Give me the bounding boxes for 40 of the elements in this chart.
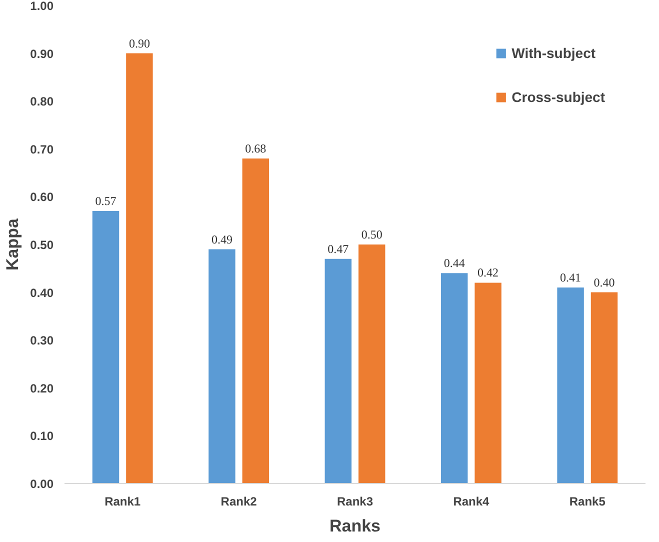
legend-label: With-subject bbox=[512, 45, 596, 61]
data-label: 0.40 bbox=[594, 275, 615, 290]
y-tick-label: 0.30 bbox=[30, 334, 54, 348]
y-tick-label: 0.60 bbox=[30, 190, 54, 204]
data-label: 0.42 bbox=[478, 266, 499, 280]
data-label: 0.47 bbox=[328, 242, 349, 256]
y-tick-label: 0.10 bbox=[30, 429, 54, 444]
x-tick-label: Rank5 bbox=[569, 494, 606, 508]
legend-label: Cross-subject bbox=[512, 89, 605, 105]
y-tick-label: 0.90 bbox=[30, 46, 54, 61]
bar bbox=[590, 292, 618, 484]
data-label: 0.44 bbox=[444, 256, 465, 270]
x-tick-label: Rank3 bbox=[336, 494, 374, 508]
y-tick-label: 1.00 bbox=[30, 0, 54, 13]
bar bbox=[557, 288, 584, 484]
bar bbox=[474, 282, 502, 484]
data-label: 0.41 bbox=[560, 270, 582, 285]
bar bbox=[92, 211, 120, 484]
data-label: 0.68 bbox=[245, 141, 266, 156]
y-axis-title: Kappa bbox=[3, 218, 22, 270]
y-tick-label: 0.70 bbox=[30, 142, 54, 156]
data-label: 0.50 bbox=[361, 228, 382, 242]
y-tick-label: 0.50 bbox=[30, 238, 54, 252]
bar bbox=[440, 273, 468, 484]
bar bbox=[208, 249, 236, 484]
bar bbox=[242, 158, 270, 484]
x-axis-title: Ranks bbox=[329, 516, 381, 536]
data-label: 0.90 bbox=[128, 36, 150, 50]
x-tick-label: Rank2 bbox=[220, 494, 258, 508]
y-tick-label: 0.20 bbox=[30, 381, 54, 396]
x-tick-label: Rank4 bbox=[453, 494, 490, 508]
bar bbox=[126, 53, 153, 484]
bar bbox=[358, 244, 386, 484]
y-tick-label: 0.00 bbox=[30, 477, 54, 491]
data-label: 0.57 bbox=[95, 194, 116, 208]
x-tick-label: Rank1 bbox=[104, 494, 141, 508]
bar bbox=[324, 258, 352, 484]
y-tick-label: 0.40 bbox=[30, 286, 54, 300]
data-label: 0.49 bbox=[211, 232, 232, 246]
y-tick-label: 0.80 bbox=[30, 94, 54, 109]
